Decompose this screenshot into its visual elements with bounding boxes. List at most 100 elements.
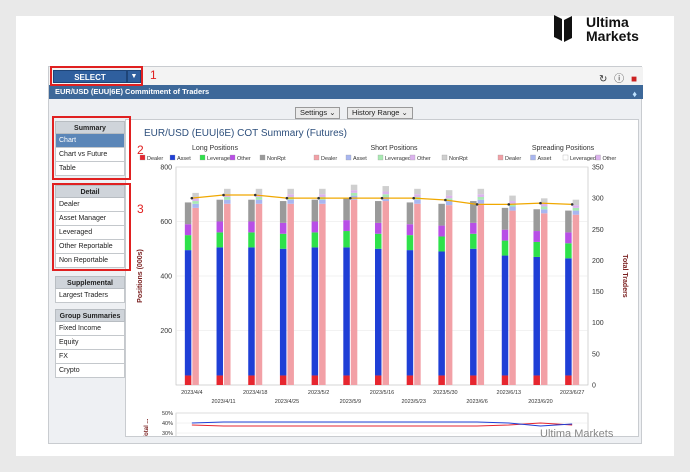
sidebar-item-asset-manager[interactable]: Asset Manager (55, 212, 125, 226)
x-tick-label: 2023/6/6 (466, 399, 487, 405)
window-title: EUR/USD (EUU|6E) Commitment of Traders ♦ (49, 85, 643, 99)
bar-long-other (311, 221, 319, 233)
sidebar-item-equity[interactable]: Equity (55, 336, 125, 350)
bar-long-dealer (184, 375, 192, 385)
sidebar-item-table[interactable]: Table (55, 162, 125, 176)
bar-long-dealer (470, 375, 477, 385)
cot-summary-chart: Long Positions Dealer Asset Leveraged Other N… (137, 145, 628, 436)
bar-short-dealer (287, 203, 294, 385)
bar-short-asset (540, 209, 548, 214)
bar-short-asset (477, 199, 485, 204)
bar-short-other (445, 195, 453, 199)
bar-long-other (216, 221, 224, 233)
bar-short-leveraged (224, 196, 231, 200)
bar-long-other (438, 225, 445, 237)
legend-swatch (562, 154, 569, 161)
legend-swatch (409, 154, 416, 161)
bar-long-nonrpt (501, 207, 509, 230)
total-traders-point (349, 196, 352, 200)
bar-short-asset (255, 199, 263, 204)
sidebar-item-fx[interactable]: FX (55, 350, 125, 364)
sidebar-item-largest-traders[interactable]: Largest Traders (55, 289, 125, 303)
close-icon[interactable]: ■ (630, 74, 637, 85)
bar-long-other (406, 224, 414, 236)
total-traders-point (222, 193, 225, 197)
legend-item-label: Dealer (147, 156, 163, 162)
y2-tick-label: 0 (592, 383, 596, 390)
sidebar: Summary Chart Chart vs Future Table Deta… (55, 121, 125, 378)
legend-item-label: Asset (538, 156, 552, 162)
twitter-icon[interactable]: ♦ (632, 89, 637, 99)
bar-short-dealer (192, 207, 199, 385)
bar-long-nonrpt (248, 199, 255, 222)
bar-short-other (509, 201, 516, 204)
sidebar-item-non-reportable[interactable]: Non Reportable (55, 254, 125, 268)
bar-short-leveraged (255, 196, 263, 200)
sidebar-item-leveraged[interactable]: Leveraged (55, 226, 125, 240)
legend-item-label: Other (417, 156, 431, 162)
sidebar-item-crypto[interactable]: Crypto (55, 364, 125, 378)
legend-item-label: Other (237, 156, 251, 162)
bar-long-dealer (565, 375, 572, 385)
bar-long-leveraged (375, 233, 382, 249)
sidebar-item-chart-vs-future[interactable]: Chart vs Future (55, 148, 125, 162)
settings-dropdown[interactable]: Settings ⌄ (295, 107, 341, 119)
bar-long-other (501, 229, 509, 241)
pct-y-tick-label: 50% (162, 411, 173, 417)
annotation-number-2: 2 (137, 143, 144, 157)
bar-long-other (343, 220, 350, 232)
cot-app-window: SELECT PRODUCT ▼ ↻ ⓘ ■ EUR/USD (EUU|6E) … (48, 66, 643, 444)
brand-name: Ultima Markets (586, 14, 639, 44)
y2-tick-label: 350 (592, 165, 604, 172)
bar-long-other (375, 222, 382, 234)
legend-item-label: Leveraged (207, 156, 233, 162)
bar-long-asset (501, 255, 509, 376)
bar-long-leveraged (343, 231, 350, 248)
bar-short-nonrpt (509, 195, 516, 202)
annotation-box-2 (52, 116, 131, 180)
bar-short-asset (224, 199, 231, 204)
refresh-icon[interactable]: ↻ (599, 74, 608, 85)
bar-short-leveraged (350, 192, 358, 196)
x-tick-label: 2023/5/30 (433, 390, 457, 396)
legend-swatch (441, 154, 448, 161)
x-tick-label: 2023/5/23 (401, 399, 425, 405)
total-traders-point (253, 193, 257, 197)
legend-swatch (313, 154, 320, 161)
bar-short-other (572, 205, 580, 208)
bar-long-leveraged (470, 233, 477, 249)
bar-short-dealer (382, 201, 389, 385)
toolbar-icons: ↻ ⓘ ■ (595, 70, 637, 85)
sidebar-item-chart[interactable]: Chart (55, 134, 125, 148)
bar-short-nonrpt (224, 188, 231, 195)
legend-swatch (169, 154, 176, 161)
info-icon[interactable]: ⓘ (614, 74, 625, 85)
bar-short-leveraged (477, 196, 485, 200)
bar-short-other (540, 203, 548, 207)
sidebar-item-other-reportable[interactable]: Other Reportable (55, 240, 125, 254)
bar-long-leveraged (184, 235, 192, 251)
bar-long-other (279, 222, 287, 234)
bar-short-other (350, 190, 358, 193)
total-traders-point (190, 196, 194, 200)
bar-short-nonrpt (319, 188, 326, 195)
chevron-down-icon[interactable]: ▼ (127, 70, 141, 83)
total-traders-point (412, 196, 415, 200)
legend-group-title: Spreading Positions (532, 145, 595, 152)
detail-header: Detail (55, 185, 125, 198)
pct-line-dealer (191, 422, 573, 427)
x-tick-label: 2023/6/20 (528, 399, 552, 405)
bar-long-asset (406, 250, 414, 376)
y2-tick-label: 100 (592, 320, 604, 327)
total-traders-point (317, 196, 320, 200)
y2-tick-label: 200 (592, 258, 604, 265)
sidebar-item-fixed-income[interactable]: Fixed Income (55, 322, 125, 336)
x-tick-label: 2023/4/25 (275, 399, 299, 405)
x-tick-label: 2023/5/9 (340, 399, 361, 405)
bar-short-dealer (224, 203, 231, 385)
bar-short-nonrpt (572, 199, 580, 206)
sidebar-item-dealer[interactable]: Dealer (55, 198, 125, 212)
bar-short-nonrpt (192, 192, 199, 199)
bar-short-nonrpt (477, 188, 485, 195)
history-range-dropdown[interactable]: History Range ⌄ (346, 107, 413, 119)
